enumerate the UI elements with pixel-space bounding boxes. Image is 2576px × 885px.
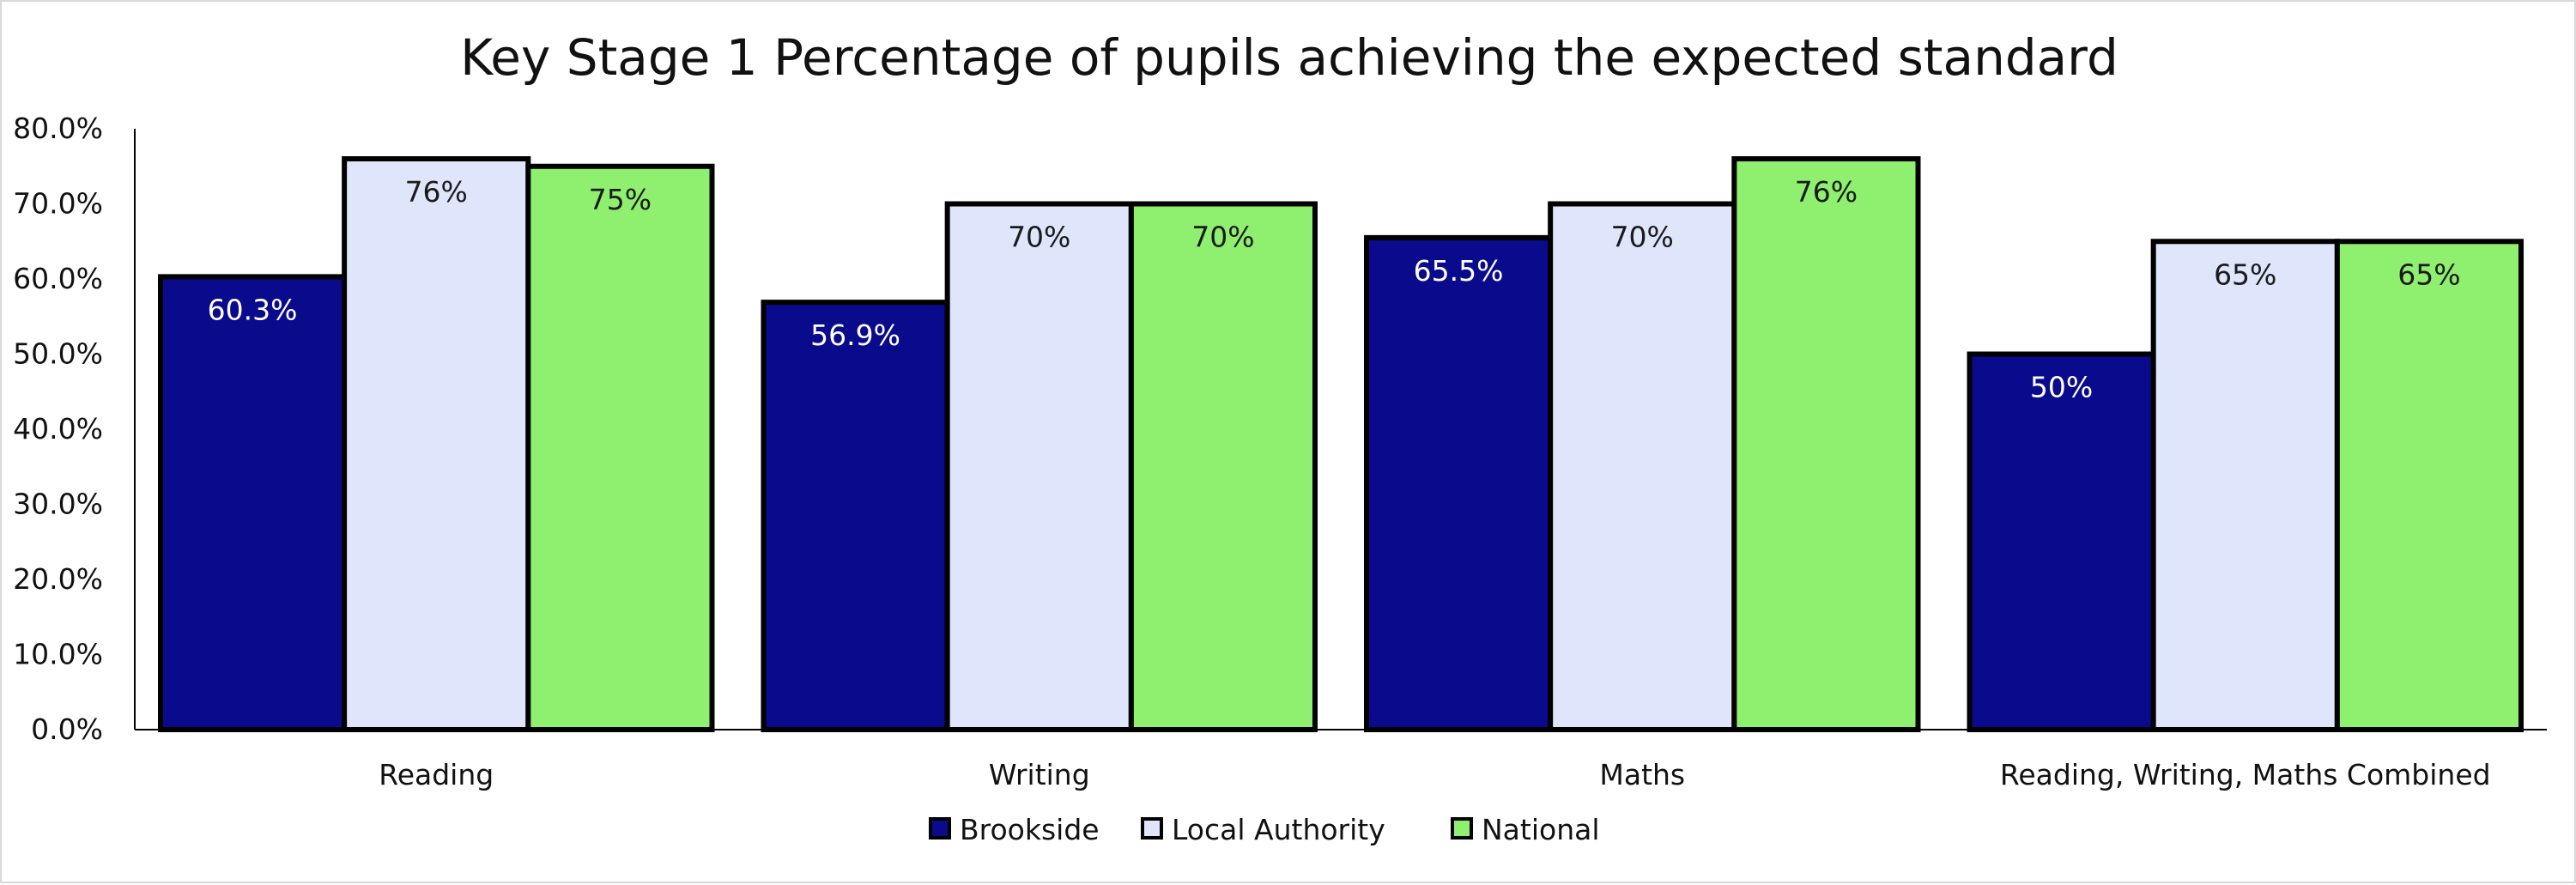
data-label: 70%	[1611, 221, 1674, 254]
data-label: 70%	[1008, 221, 1070, 254]
data-label: 65%	[2214, 258, 2276, 291]
y-tick-label: 10.0%	[13, 638, 103, 671]
y-tick-label: 50.0%	[13, 337, 103, 371]
y-tick-label: 80.0%	[13, 112, 103, 145]
legend-swatch-national	[1451, 817, 1473, 840]
data-label: 76%	[1795, 175, 1858, 209]
bar-brookside	[1967, 351, 2156, 732]
data-label: 56.9%	[810, 318, 900, 352]
legend-swatch-brookside	[929, 817, 951, 840]
y-tick-label: 60.0%	[13, 262, 103, 295]
data-label: 50%	[2030, 371, 2093, 404]
data-label: 76%	[405, 175, 468, 209]
data-label: 75%	[589, 183, 652, 216]
bar-local-authority	[2150, 239, 2340, 732]
bars	[158, 156, 2524, 732]
y-tick-label: 20.0%	[13, 562, 103, 596]
bar-local-authority	[1548, 201, 1737, 732]
data-label: 60.3%	[208, 293, 298, 326]
x-category-label: Reading	[379, 758, 494, 791]
legend-swatch-local-authority	[1141, 817, 1163, 840]
bar-national	[1731, 156, 1921, 732]
data-label: 65.5%	[1414, 254, 1504, 288]
bar-national	[1128, 201, 1318, 732]
data-label: 70%	[1191, 221, 1254, 254]
bar-brookside	[1364, 234, 1554, 732]
axes: 0.0% 10.0% 20.0% 30.0% 40.0% 50.0% 60.0% 70.0% 8…	[13, 112, 2547, 791]
legend: Brookside Local Authority National	[929, 813, 1600, 846]
legend-label: Local Authority	[1172, 813, 1385, 846]
bar-national	[525, 163, 715, 732]
x-category-label: Writing	[989, 758, 1090, 791]
y-tick-label: 30.0%	[13, 488, 103, 521]
data-label: 65%	[2397, 258, 2460, 291]
bar-brookside	[158, 274, 348, 732]
bar-brookside	[761, 300, 950, 732]
bar-local-authority	[944, 201, 1134, 732]
bar-local-authority	[342, 156, 531, 732]
y-tick-label: 0.0%	[31, 712, 103, 746]
legend-label: National	[1482, 813, 1600, 846]
y-tick-label: 40.0%	[13, 412, 103, 446]
x-category-label: Maths	[1599, 758, 1685, 791]
y-tick-label: 70.0%	[13, 187, 103, 221]
legend-label: Brookside	[960, 813, 1100, 846]
data-labels: 60.3% 76% 75% 56.9% 70% 70% 65.5% 70% 76% 50% 65% 6…	[208, 175, 2461, 404]
x-category-label: Reading, Writing, Maths Combined	[2000, 758, 2491, 791]
chart-title: Key Stage 1 Percentage of pupils achievi…	[460, 28, 2118, 87]
bar-national	[2334, 239, 2524, 732]
